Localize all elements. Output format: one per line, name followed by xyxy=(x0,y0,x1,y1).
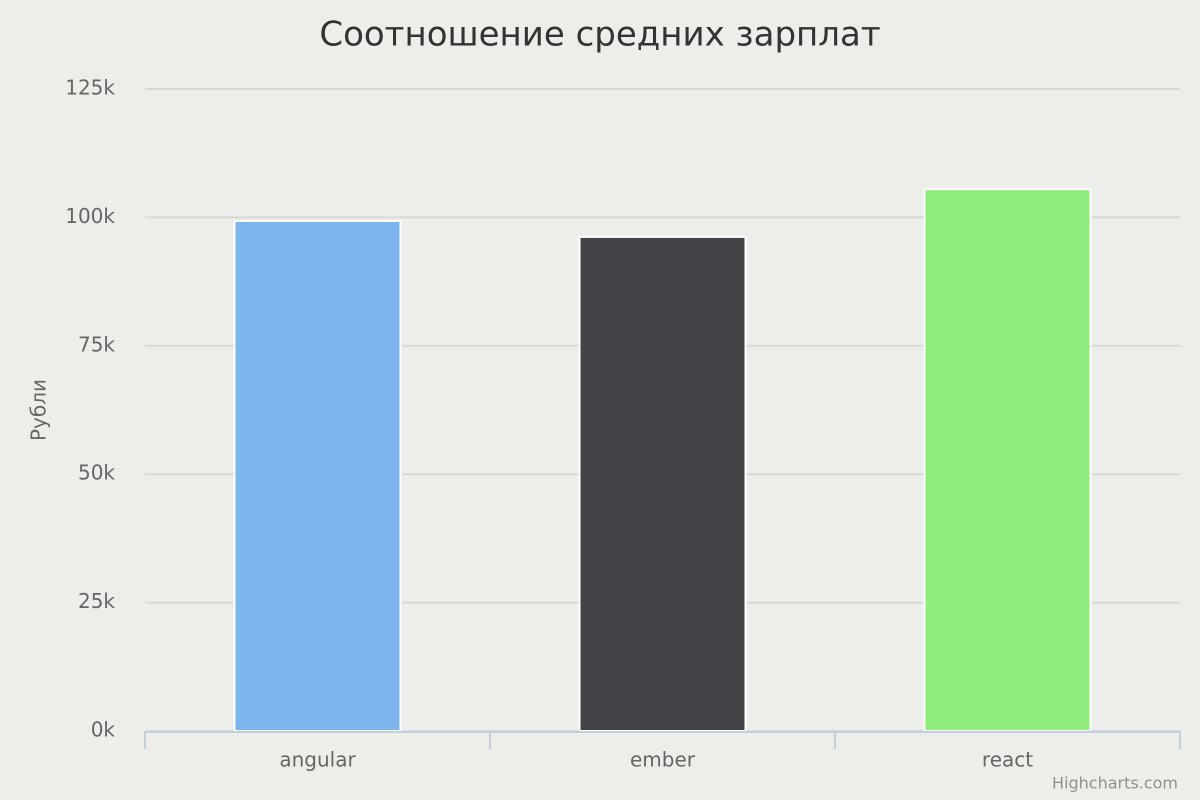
y-tick-label: 0k xyxy=(91,718,116,742)
x-tick-label: angular xyxy=(279,748,356,772)
y-tick-label: 100k xyxy=(65,204,115,228)
y-axis-label: Рубли xyxy=(27,379,51,441)
credits[interactable]: Highcharts.com xyxy=(1052,774,1178,793)
chart-title: Соотношение средних зарплат xyxy=(319,15,880,55)
x-tick-label: react xyxy=(982,748,1033,772)
bar xyxy=(233,219,402,732)
y-tick-label: 125k xyxy=(65,76,115,100)
y-tick-label: 25k xyxy=(78,589,115,613)
bar xyxy=(923,188,1092,733)
y-tick-label: 50k xyxy=(78,461,115,485)
x-tick-label: ember xyxy=(630,748,696,772)
y-tick-label: 75k xyxy=(78,332,115,356)
bar xyxy=(578,235,747,732)
